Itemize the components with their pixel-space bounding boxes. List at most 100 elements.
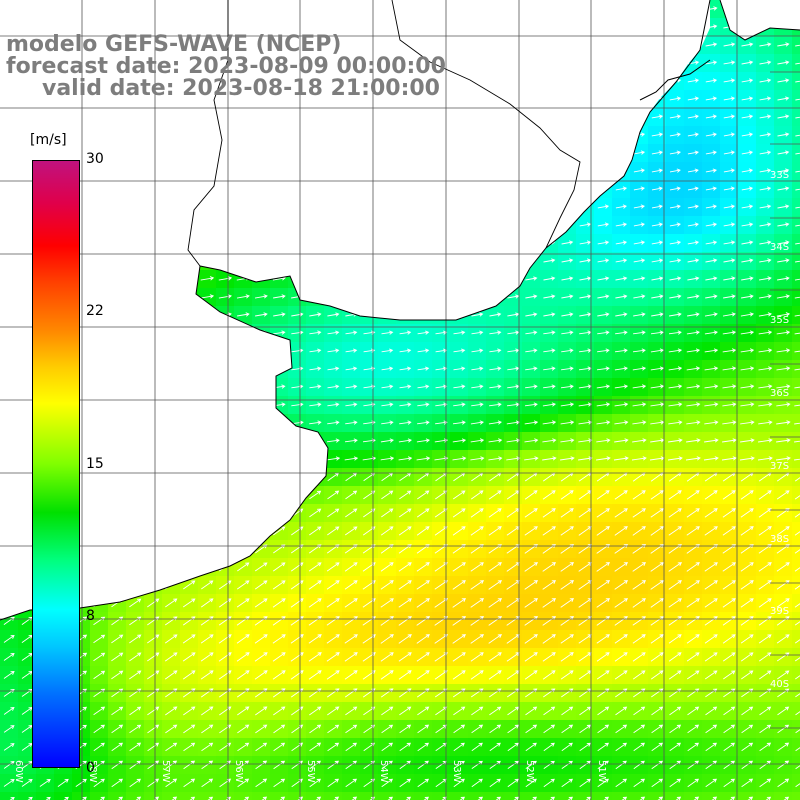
wind-arrow — [758, 598, 772, 608]
wind-arrow — [777, 276, 790, 281]
wind-arrow — [650, 490, 664, 500]
wind-arrow — [705, 60, 718, 65]
wind-arrow — [759, 670, 772, 680]
wind-arrow — [255, 724, 268, 734]
wind-arrow — [723, 240, 736, 245]
wind-arrow — [758, 348, 773, 353]
wind-arrow — [327, 366, 340, 371]
wind-arrow — [777, 670, 790, 680]
wind-arrow — [777, 42, 790, 47]
wind-speed-cell — [792, 36, 800, 55]
wind-arrow — [740, 490, 754, 500]
wind-arrow — [237, 706, 250, 716]
wind-arrow — [669, 724, 682, 734]
wind-arrow — [452, 634, 467, 644]
wind-arrow — [477, 796, 484, 800]
wind-arrow — [327, 706, 340, 716]
wind-arrow — [189, 796, 196, 800]
wind-arrow — [452, 456, 467, 461]
colorbar-tick-label: 0 — [86, 760, 95, 776]
wind-arrow — [669, 132, 681, 137]
wind-arrow — [615, 204, 627, 209]
wind-arrow — [237, 312, 250, 317]
wind-arrow — [687, 742, 700, 752]
longitude-labels: 60W 58W 57W 56W 55W 54W 53W 52W 51W — [13, 760, 607, 783]
wind-speed-cell — [792, 720, 800, 739]
wind-arrow — [561, 312, 574, 317]
wind-arrow — [290, 580, 304, 590]
wind-arrow — [561, 330, 574, 335]
wind-arrow — [632, 634, 646, 644]
wind-arrow — [596, 598, 611, 608]
wind-arrow — [597, 706, 610, 716]
colorbar-tick-label: 8 — [86, 608, 95, 624]
wind-arrow — [704, 330, 718, 335]
wind-arrow — [452, 598, 467, 608]
wind-arrow — [273, 312, 286, 317]
wind-arrow — [416, 456, 431, 461]
wind-arrow — [435, 402, 448, 407]
wind-arrow — [741, 670, 754, 680]
wind-arrow — [290, 598, 304, 608]
wind-arrow — [650, 670, 664, 680]
wind-arrow — [81, 796, 87, 800]
wind-arrow — [489, 724, 502, 734]
wind-arrow — [650, 634, 664, 644]
wind-arrow — [704, 438, 719, 443]
wind-arrow — [543, 348, 556, 353]
wind-arrow — [218, 652, 232, 662]
wind-arrow — [669, 222, 681, 227]
wind-arrow — [165, 742, 178, 752]
wind-arrow — [344, 438, 358, 443]
wind-arrow — [345, 384, 358, 389]
wind-arrow — [470, 598, 485, 608]
wind-arrow — [452, 562, 466, 572]
wind-arrow — [560, 598, 575, 608]
wind-arrow — [615, 706, 628, 716]
wind-arrow — [639, 796, 646, 800]
wind-arrow — [254, 598, 268, 608]
wind-arrow — [405, 796, 412, 800]
wind-arrow — [327, 724, 340, 734]
wind-arrow — [561, 760, 573, 769]
wind-arrow — [668, 652, 682, 662]
wind-arrow — [543, 294, 556, 299]
wind-arrow — [99, 796, 106, 800]
wind-arrow — [794, 531, 800, 536]
wind-arrow — [633, 706, 646, 716]
wind-arrow — [651, 276, 664, 281]
wind-arrow — [651, 240, 664, 245]
wind-arrow — [596, 634, 610, 644]
wind-arrow — [111, 706, 124, 716]
wind-arrow — [776, 490, 790, 500]
wind-arrow — [686, 348, 701, 353]
wind-arrow — [597, 348, 610, 353]
wind-arrow — [399, 706, 412, 716]
wind-arrow — [722, 508, 736, 518]
wind-arrow — [326, 562, 340, 572]
wind-speed-cell — [792, 666, 800, 685]
wind-arrow — [578, 420, 593, 425]
wind-arrow — [722, 438, 737, 443]
wind-speed-cell — [486, 792, 505, 800]
wind-arrow — [470, 490, 484, 500]
wind-arrow — [470, 526, 484, 536]
wind-arrow — [333, 796, 340, 800]
wind-arrow — [117, 796, 124, 800]
wind-arrow — [327, 312, 340, 317]
wind-arrow — [668, 490, 682, 500]
wind-speed-cell — [162, 792, 181, 800]
wind-arrow — [722, 490, 736, 500]
wind-arrow — [417, 778, 430, 788]
wind-arrow — [543, 312, 556, 317]
wind-speed-cell — [792, 468, 800, 487]
wind-arrow — [273, 778, 286, 788]
wind-arrow — [668, 438, 683, 443]
wind-arrow — [218, 598, 232, 608]
wind-arrow — [201, 760, 214, 770]
wind-speed-cell — [540, 792, 559, 800]
wind-arrow — [740, 366, 755, 371]
wind-arrow — [326, 580, 340, 590]
wind-arrow — [596, 580, 611, 590]
wind-arrow — [417, 384, 430, 389]
